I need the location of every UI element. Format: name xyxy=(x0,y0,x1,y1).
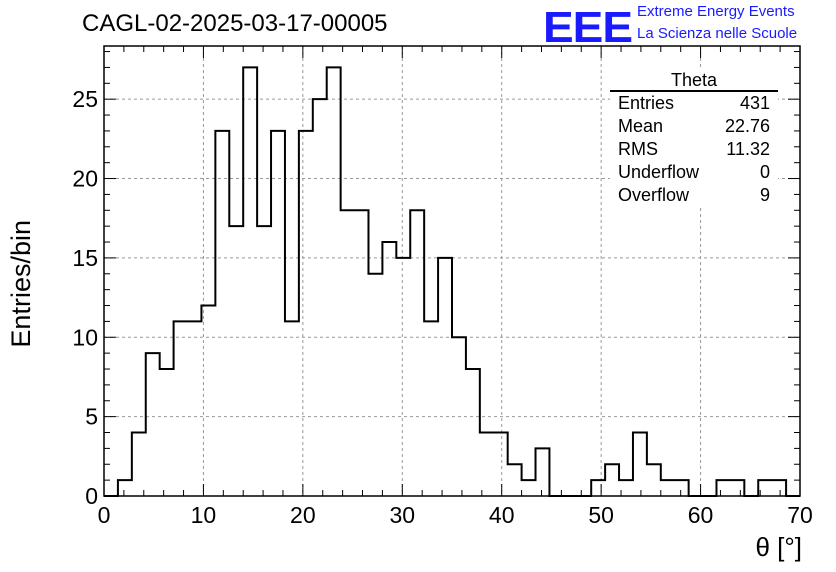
stats-label: Underflow xyxy=(618,162,700,182)
histogram-bin xyxy=(452,337,466,496)
histogram-bin xyxy=(132,433,146,496)
histogram-bin xyxy=(355,210,369,496)
y-tick-label: 0 xyxy=(85,483,98,509)
histogram-bin xyxy=(480,433,494,496)
histogram-bin xyxy=(174,321,188,496)
histogram-bin xyxy=(591,480,605,496)
histogram-bin xyxy=(410,210,424,496)
stats-box: Theta Entries 431 Mean 22.76 RMS 11.32 U… xyxy=(610,70,778,207)
y-axis-label: Entries/bin xyxy=(6,220,36,348)
stats-value: 22.76 xyxy=(724,116,770,136)
histogram-bin xyxy=(188,321,202,496)
x-axis-label: θ [°] xyxy=(755,532,802,562)
logo-line-1: Extreme Energy Events xyxy=(637,3,795,20)
plot-frame xyxy=(103,45,801,497)
histogram-bin xyxy=(382,242,396,496)
x-tick-label: 0 xyxy=(98,502,111,528)
histogram-bin xyxy=(271,131,285,496)
histogram-bin xyxy=(243,67,257,496)
stats-row-rms: RMS 11.32 xyxy=(610,138,778,161)
histogram-bin xyxy=(633,433,647,496)
histogram-bin xyxy=(229,226,243,496)
histogram-bin xyxy=(299,131,313,496)
stats-row-entries: Entries 431 xyxy=(610,92,778,115)
histogram-bin xyxy=(368,274,382,496)
y-tick-label: 25 xyxy=(72,86,98,112)
stats-value: 0 xyxy=(759,162,770,182)
stats-label: Overflow xyxy=(618,185,690,205)
stats-label: RMS xyxy=(618,139,658,159)
histogram-bin xyxy=(772,480,786,496)
stats-row-mean: Mean 22.76 xyxy=(610,115,778,138)
histogram-bin xyxy=(118,480,132,496)
x-tick-label: 60 xyxy=(688,502,714,528)
histogram-bin xyxy=(730,480,744,496)
y-tick-label: 5 xyxy=(85,404,98,430)
histogram-bin xyxy=(508,464,522,496)
eee-logo: EEE xyxy=(543,2,633,52)
histogram-bin xyxy=(285,321,299,496)
histogram-bin xyxy=(536,448,550,496)
histogram-bin xyxy=(313,99,327,496)
histogram-outline xyxy=(104,66,800,497)
y-tick-label: 20 xyxy=(72,166,98,192)
logo-line-2: La Scienza nelle Scuole xyxy=(637,25,798,42)
histogram-bin xyxy=(522,480,536,496)
chart-title: CAGL-02-2025-03-17-00005 xyxy=(82,10,388,37)
histogram-bin xyxy=(341,210,355,496)
histogram-bin xyxy=(494,433,508,496)
histogram-bin xyxy=(647,464,661,496)
stats-label: Entries xyxy=(618,93,675,113)
x-tick-label: 30 xyxy=(389,502,415,528)
histogram-bin xyxy=(327,67,341,496)
histogram-bin xyxy=(215,131,229,496)
histogram-bin xyxy=(201,306,215,496)
stats-title: Theta xyxy=(610,70,778,92)
stats-row-overflow: Overflow 9 xyxy=(610,184,778,207)
histogram-bin xyxy=(716,480,730,496)
x-tick-label: 70 xyxy=(787,502,813,528)
histogram-bin xyxy=(605,464,619,496)
stats-value: 9 xyxy=(759,185,770,205)
histogram-bin xyxy=(396,258,410,496)
histogram-bin xyxy=(146,353,160,496)
stats-row-underflow: Underflow 0 xyxy=(610,161,778,184)
x-tick-label: 50 xyxy=(588,502,614,528)
y-tick-label: 15 xyxy=(72,245,98,271)
x-tick-label: 10 xyxy=(191,502,217,528)
histogram-bin xyxy=(424,321,438,496)
stats-value: 431 xyxy=(739,93,770,113)
histogram-bin xyxy=(160,369,174,496)
x-tick-label: 20 xyxy=(290,502,316,528)
stats-value: 11.32 xyxy=(726,139,770,159)
histogram-bin xyxy=(438,258,452,496)
histogram-bin xyxy=(257,226,271,496)
histogram-bin xyxy=(466,369,480,496)
histogram-bin xyxy=(661,480,675,496)
stats-label: Mean xyxy=(618,116,664,136)
y-tick-label: 10 xyxy=(72,324,98,350)
histogram-bin xyxy=(675,480,689,496)
x-tick-label: 40 xyxy=(489,502,515,528)
